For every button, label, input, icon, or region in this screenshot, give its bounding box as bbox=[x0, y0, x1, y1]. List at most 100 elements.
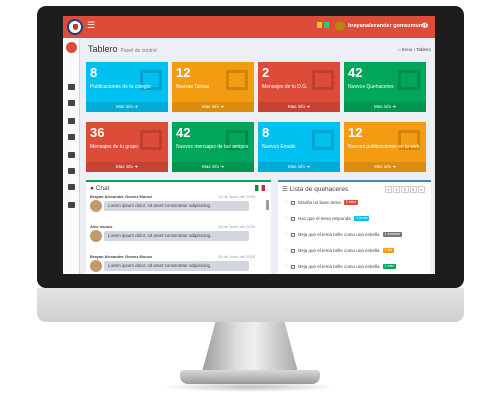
more-info-link[interactable]: Mas info ➜ bbox=[86, 162, 168, 172]
todo-text: Haz que el tema responda bbox=[298, 216, 351, 221]
info-box: 36 Mensajes de tu grupo Mas info ➜ bbox=[86, 122, 168, 172]
message-text: Lorem ipsum dolor, sit amet consectetur … bbox=[104, 231, 249, 241]
box-label: Mensajes de tu grupo bbox=[90, 144, 139, 150]
info-box: 42 Nuevos mensajes de tus amigos Mas info … bbox=[172, 122, 254, 172]
message-author: Brayan Alexander Gomez Munoz bbox=[90, 254, 153, 259]
page-link[interactable]: 2 bbox=[401, 186, 409, 193]
user-icon[interactable] bbox=[68, 100, 75, 106]
message-author: Alex munoz bbox=[90, 224, 113, 229]
drag-handle-icon[interactable]: ⋮⋮ bbox=[284, 232, 293, 237]
info-box: 8 Nuevos Emails Mas info ➜ bbox=[258, 122, 340, 172]
avatar bbox=[90, 200, 102, 212]
message-text: Lorem ipsum dolor, sit amet consectetur … bbox=[104, 261, 249, 271]
box-number: 12 bbox=[176, 65, 191, 80]
box-label: Nuevos Quehaceres bbox=[348, 84, 394, 90]
more-info-link[interactable]: Mas info ➜ bbox=[344, 162, 426, 172]
box-label: Nuevos Emails bbox=[262, 144, 296, 150]
chat-title: ● Chat bbox=[90, 185, 110, 192]
breadcrumb-current: Tablero bbox=[416, 47, 431, 52]
screen: ☰ brayanalexander gomezmunoz ⚙ Tablero Pa… bbox=[63, 16, 435, 274]
todo-checkbox[interactable] bbox=[291, 232, 295, 237]
box-background-icon bbox=[140, 130, 162, 150]
list-icon[interactable] bbox=[68, 134, 75, 140]
avatar bbox=[90, 230, 102, 242]
more-info-label: Mas info bbox=[287, 164, 305, 169]
box-label: Publicaciones de tu colegio bbox=[90, 84, 151, 90]
table-icon[interactable] bbox=[68, 168, 75, 174]
username[interactable]: brayanalexander gomezmunoz bbox=[348, 23, 429, 29]
school-logo-icon[interactable] bbox=[67, 19, 83, 35]
sidebar-avatar[interactable] bbox=[66, 42, 77, 53]
menu-toggle-icon[interactable]: ☰ bbox=[87, 20, 96, 30]
main-content: Tablero Panel de control ⌂ Inicio › Table… bbox=[80, 38, 435, 274]
flag-button[interactable] bbox=[255, 185, 265, 191]
info-box: 2 Mensajes de tu D.G. Mas info ➜ bbox=[258, 62, 340, 112]
page-link[interactable]: 1 bbox=[393, 186, 401, 193]
page-link[interactable]: « bbox=[384, 186, 393, 193]
home-icon[interactable] bbox=[68, 84, 75, 90]
drag-handle-icon[interactable]: ⋮⋮ bbox=[284, 264, 293, 269]
todo-checkbox[interactable] bbox=[291, 216, 295, 221]
breadcrumb: ⌂ Inicio › Tablero bbox=[397, 47, 431, 52]
message-author: Brayan Alexander Gomez Munoz bbox=[90, 194, 153, 199]
more-info-link[interactable]: Mas info ➜ bbox=[344, 102, 426, 112]
todo-text: Deja que el tema brille como una estrell… bbox=[298, 264, 380, 269]
todo-text: Deja que el tema brille como una estrell… bbox=[298, 232, 380, 237]
page-link[interactable]: » bbox=[417, 186, 425, 193]
more-info-link[interactable]: Mas info ➜ bbox=[86, 102, 168, 112]
more-info-label: Mas info bbox=[287, 104, 305, 109]
bell-icon[interactable] bbox=[324, 22, 329, 28]
more-info-link[interactable]: Mas info ➜ bbox=[258, 162, 340, 172]
time-badge: 4 horas bbox=[353, 216, 370, 222]
box-background-icon bbox=[312, 130, 334, 150]
mail-icon[interactable] bbox=[317, 22, 322, 28]
top-navbar: ☰ brayanalexander gomezmunoz ⚙ bbox=[63, 16, 435, 38]
sidebar bbox=[63, 38, 80, 274]
more-info-link[interactable]: Mas info ➜ bbox=[172, 162, 254, 172]
monitor-chin bbox=[37, 288, 464, 322]
message-time: 19 de Junio del 2020 bbox=[217, 224, 255, 229]
page-title: Tablero Panel de control bbox=[88, 44, 157, 54]
profile-icon[interactable] bbox=[68, 202, 75, 208]
page-link[interactable]: 3 bbox=[409, 186, 417, 193]
page-subtitle: Panel de control bbox=[120, 48, 157, 54]
box-label: Nuevas Tareas bbox=[176, 84, 210, 90]
settings-icon[interactable] bbox=[68, 152, 75, 158]
calendar-icon[interactable] bbox=[68, 184, 75, 190]
more-info-link[interactable]: Mas info ➜ bbox=[172, 102, 254, 112]
gear-icon[interactable]: ⚙ bbox=[421, 21, 429, 30]
info-box: 12 Nuevas Tareas Mas info ➜ bbox=[172, 62, 254, 112]
drag-handle-icon[interactable]: ⋮⋮ bbox=[284, 216, 293, 221]
more-info-label: Mas info bbox=[201, 164, 219, 169]
box-label: Mensajes de tu D.G. bbox=[262, 84, 308, 90]
more-info-link[interactable]: Mas info ➜ bbox=[258, 102, 340, 112]
drag-handle-icon[interactable]: ⋮⋮ bbox=[284, 200, 293, 205]
chat-scrollbar[interactable] bbox=[266, 200, 269, 210]
box-background-icon bbox=[140, 70, 162, 90]
box-number: 36 bbox=[90, 125, 105, 140]
todo-item: ⋮⋮ Deja que el tema brille como una estre… bbox=[284, 261, 435, 272]
todo-item: ⋮⋮ Deja que el tema brille como una estre… bbox=[284, 245, 435, 256]
notification-icons bbox=[317, 22, 331, 30]
box-number: 8 bbox=[90, 65, 98, 80]
breadcrumb-home[interactable]: Inicio bbox=[401, 47, 413, 52]
chat-panel: ● Chat Brayan Alexander Gomez Munoz 11 de… bbox=[86, 180, 271, 274]
drag-handle-icon[interactable]: ⋮⋮ bbox=[284, 248, 293, 253]
box-number: 12 bbox=[348, 125, 363, 140]
more-info-label: Mas info bbox=[373, 104, 391, 109]
user-avatar[interactable] bbox=[335, 21, 345, 31]
time-badge: 1 semana bbox=[382, 232, 402, 238]
todo-checkbox[interactable] bbox=[291, 248, 295, 253]
todo-checkbox[interactable] bbox=[291, 264, 295, 269]
box-background-icon bbox=[398, 130, 420, 150]
todo-item: ⋮⋮ Diseña un buen tema 2 mins bbox=[284, 197, 435, 208]
todo-panel: ☰ Lista de quehaceres «1 2 3» ⋮⋮ Diseña un … bbox=[278, 180, 431, 274]
info-box: 42 Nuevos Quehaceres Mas info ➜ bbox=[344, 62, 426, 112]
message-text: Lorem ipsum dolor, sit amet consectetur … bbox=[104, 201, 249, 211]
message-time: 11 de Junio del 2020 bbox=[218, 194, 255, 199]
todo-checkbox[interactable] bbox=[291, 200, 295, 205]
book-icon[interactable] bbox=[68, 118, 75, 124]
box-number: 2 bbox=[262, 65, 270, 80]
more-info-label: Mas info bbox=[201, 104, 219, 109]
